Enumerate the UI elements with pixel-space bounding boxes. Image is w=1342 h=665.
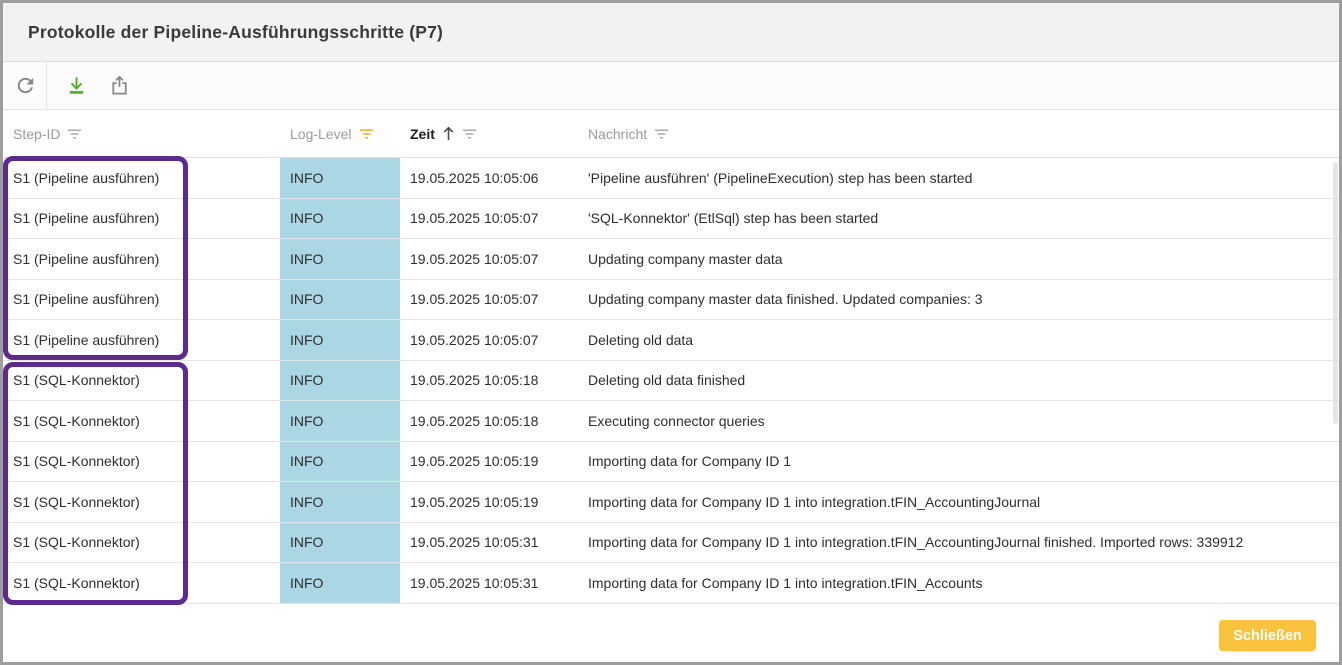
cell-zeit: 19.05.2025 10:05:31 bbox=[410, 574, 539, 591]
cell-nachricht: Deleting old data bbox=[588, 331, 694, 348]
cell-step-id: S1 (SQL-Konnektor) bbox=[13, 574, 140, 591]
cell-nachricht: Importing data for Company ID 1 into int… bbox=[588, 493, 1041, 510]
dialog-title: Protokolle der Pipeline-Ausführungsschri… bbox=[28, 21, 444, 42]
filter-icon[interactable] bbox=[67, 128, 82, 140]
cell-step-id: S1 (SQL-Konnektor) bbox=[13, 412, 140, 429]
column-header-log-level[interactable]: Log-Level bbox=[280, 110, 400, 157]
log-table-row[interactable]: S1 (Pipeline ausführen) INFO 19.05.2025 … bbox=[3, 158, 1339, 199]
log-table-row[interactable]: S1 (SQL-Konnektor) INFO 19.05.2025 10:05… bbox=[3, 441, 1339, 482]
dialog-footer: Schließen bbox=[3, 606, 1339, 662]
cell-zeit: 19.05.2025 10:05:07 bbox=[410, 250, 539, 267]
cell-log-level: INFO bbox=[280, 401, 400, 441]
column-header-nachricht[interactable]: Nachricht bbox=[578, 110, 1339, 157]
cell-log-level: INFO bbox=[280, 522, 400, 562]
log-table-row[interactable]: S1 (SQL-Konnektor) INFO 19.05.2025 10:05… bbox=[3, 482, 1339, 523]
cell-step-id: S1 (SQL-Konnektor) bbox=[13, 453, 140, 470]
cell-zeit: 19.05.2025 10:05:07 bbox=[410, 331, 539, 348]
column-label-nachricht: Nachricht bbox=[588, 125, 648, 142]
download-icon bbox=[65, 74, 88, 97]
cell-nachricht: 'Pipeline ausführen' (PipelineExecution)… bbox=[588, 169, 973, 186]
cell-zeit: 19.05.2025 10:05:18 bbox=[410, 372, 539, 389]
close-button[interactable]: Schließen bbox=[1219, 620, 1316, 651]
cell-log-level: INFO bbox=[280, 198, 400, 238]
cell-nachricht: Executing connector queries bbox=[588, 412, 765, 429]
column-header-zeit[interactable]: Zeit bbox=[400, 110, 578, 157]
table-body: S1 (Pipeline ausführen) INFO 19.05.2025 … bbox=[3, 158, 1339, 604]
cell-nachricht: Updating company master data bbox=[588, 250, 783, 267]
log-table-row[interactable]: S1 (Pipeline ausführen) INFO 19.05.2025 … bbox=[3, 279, 1339, 320]
cell-step-id: S1 (Pipeline ausführen) bbox=[13, 169, 160, 186]
cell-nachricht: Updating company master data finished. U… bbox=[588, 291, 983, 308]
cell-log-level: INFO bbox=[280, 239, 400, 279]
cell-zeit: 19.05.2025 10:05:31 bbox=[410, 534, 539, 551]
log-table-row[interactable]: S1 (SQL-Konnektor) INFO 19.05.2025 10:05… bbox=[3, 401, 1339, 442]
cell-log-level: INFO bbox=[280, 158, 400, 198]
cell-zeit: 19.05.2025 10:05:07 bbox=[410, 210, 539, 227]
cell-log-level: INFO bbox=[280, 279, 400, 319]
column-label-step-id: Step-ID bbox=[13, 125, 61, 142]
log-table-row[interactable]: S1 (SQL-Konnektor) INFO 19.05.2025 10:05… bbox=[3, 563, 1339, 604]
log-table-row[interactable]: S1 (SQL-Konnektor) INFO 19.05.2025 10:05… bbox=[3, 522, 1339, 563]
cell-log-level: INFO bbox=[280, 482, 400, 522]
cell-zeit: 19.05.2025 10:05:18 bbox=[410, 412, 539, 429]
cell-nachricht: 'SQL-Konnektor' (EtlSql) step has been s… bbox=[588, 210, 879, 227]
filter-icon[interactable] bbox=[654, 128, 669, 140]
refresh-icon bbox=[14, 74, 37, 97]
download-button[interactable] bbox=[61, 71, 91, 101]
filter-icon[interactable] bbox=[462, 128, 477, 140]
refresh-button[interactable] bbox=[10, 71, 40, 101]
log-table-row[interactable]: S1 (SQL-Konnektor) INFO 19.05.2025 10:05… bbox=[3, 360, 1339, 401]
vertical-scrollbar[interactable] bbox=[1332, 160, 1338, 606]
cell-zeit: 19.05.2025 10:05:19 bbox=[410, 493, 539, 510]
cell-step-id: S1 (SQL-Konnektor) bbox=[13, 493, 140, 510]
cell-zeit: 19.05.2025 10:05:19 bbox=[410, 453, 539, 470]
table-header-row: Step-ID Log-Level Zeit bbox=[3, 110, 1339, 158]
cell-step-id: S1 (SQL-Konnektor) bbox=[13, 372, 140, 389]
column-label-zeit: Zeit bbox=[410, 125, 435, 142]
cell-nachricht: Deleting old data finished bbox=[588, 372, 746, 389]
cell-nachricht: Importing data for Company ID 1 into int… bbox=[588, 534, 1244, 551]
scrollbar-thumb[interactable] bbox=[1333, 162, 1338, 424]
cell-step-id: S1 (Pipeline ausführen) bbox=[13, 331, 160, 348]
filter-active-icon[interactable] bbox=[359, 128, 374, 140]
log-table-row[interactable]: S1 (Pipeline ausführen) INFO 19.05.2025 … bbox=[3, 320, 1339, 361]
cell-log-level: INFO bbox=[280, 563, 400, 603]
cell-nachricht: Importing data for Company ID 1 into int… bbox=[588, 574, 983, 591]
log-table-row[interactable]: S1 (Pipeline ausführen) INFO 19.05.2025 … bbox=[3, 239, 1339, 280]
column-label-log-level: Log-Level bbox=[290, 125, 352, 142]
toolbar-divider bbox=[46, 62, 47, 109]
cell-log-level: INFO bbox=[280, 360, 400, 400]
cell-log-level: INFO bbox=[280, 320, 400, 360]
log-table-row[interactable]: S1 (Pipeline ausführen) INFO 19.05.2025 … bbox=[3, 198, 1339, 239]
cell-step-id: S1 (Pipeline ausführen) bbox=[13, 291, 160, 308]
sort-ascending-icon bbox=[442, 126, 455, 141]
toolbar bbox=[3, 62, 1339, 110]
cell-log-level: INFO bbox=[280, 441, 400, 481]
export-button[interactable] bbox=[104, 71, 134, 101]
cell-step-id: S1 (Pipeline ausführen) bbox=[13, 210, 160, 227]
cell-zeit: 19.05.2025 10:05:07 bbox=[410, 291, 539, 308]
export-icon bbox=[108, 74, 131, 97]
cell-step-id: S1 (SQL-Konnektor) bbox=[13, 534, 140, 551]
cell-step-id: S1 (Pipeline ausführen) bbox=[13, 250, 160, 267]
cell-zeit: 19.05.2025 10:05:06 bbox=[410, 169, 539, 186]
cell-nachricht: Importing data for Company ID 1 bbox=[588, 453, 792, 470]
column-header-step-id[interactable]: Step-ID bbox=[3, 110, 280, 157]
dialog-titlebar: Protokolle der Pipeline-Ausführungsschri… bbox=[3, 3, 1339, 62]
